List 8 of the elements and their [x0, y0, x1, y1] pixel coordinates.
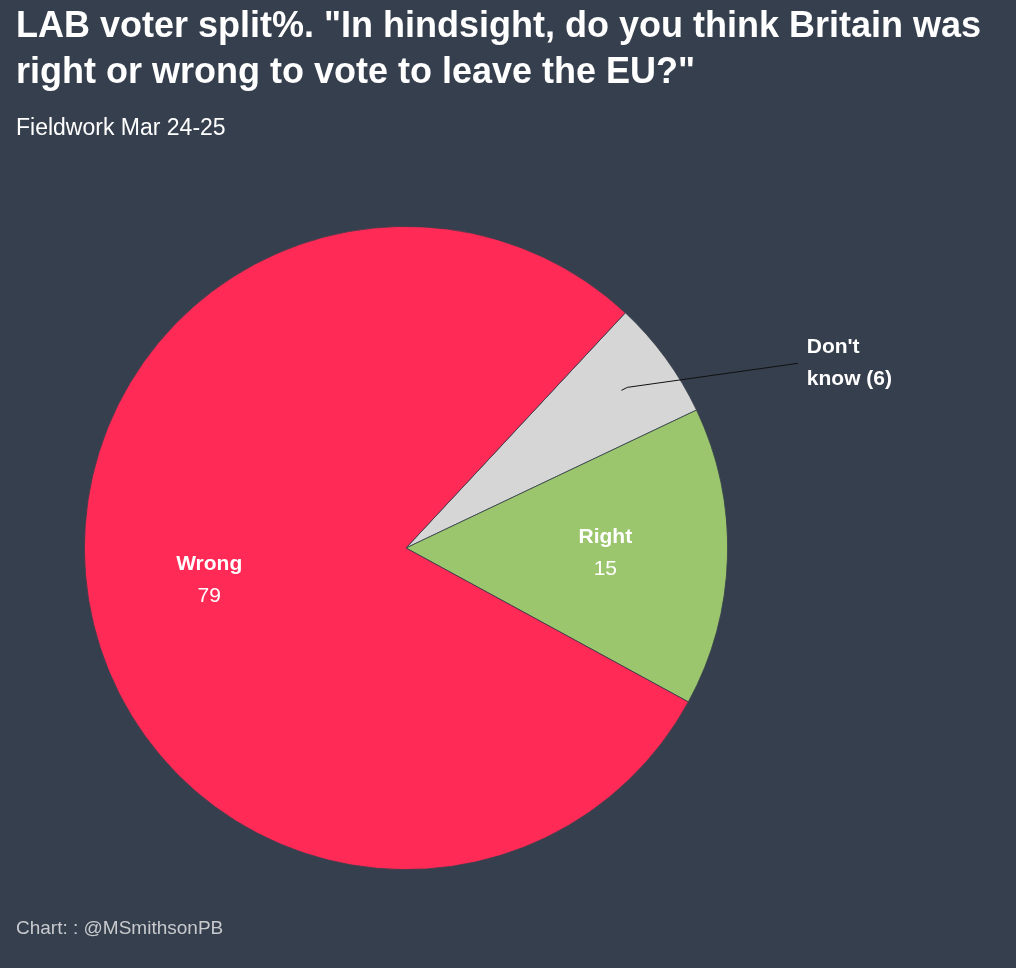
slice-label: Wrong	[176, 550, 243, 574]
data-label: 79	[197, 582, 221, 606]
data-label: 15	[593, 556, 617, 580]
slice-label: Don't know (6)	[806, 334, 892, 390]
chart-subtitle: Fieldwork Mar 24-25	[16, 114, 226, 141]
text: Chart: : @MSmithsonPB	[16, 917, 224, 939]
slice-label: Right	[578, 524, 633, 548]
chart-title: LAB voter split%. "In hindsight, do you think Britain was right or wrong to vote to leave the EU?"	[16, 3, 983, 93]
